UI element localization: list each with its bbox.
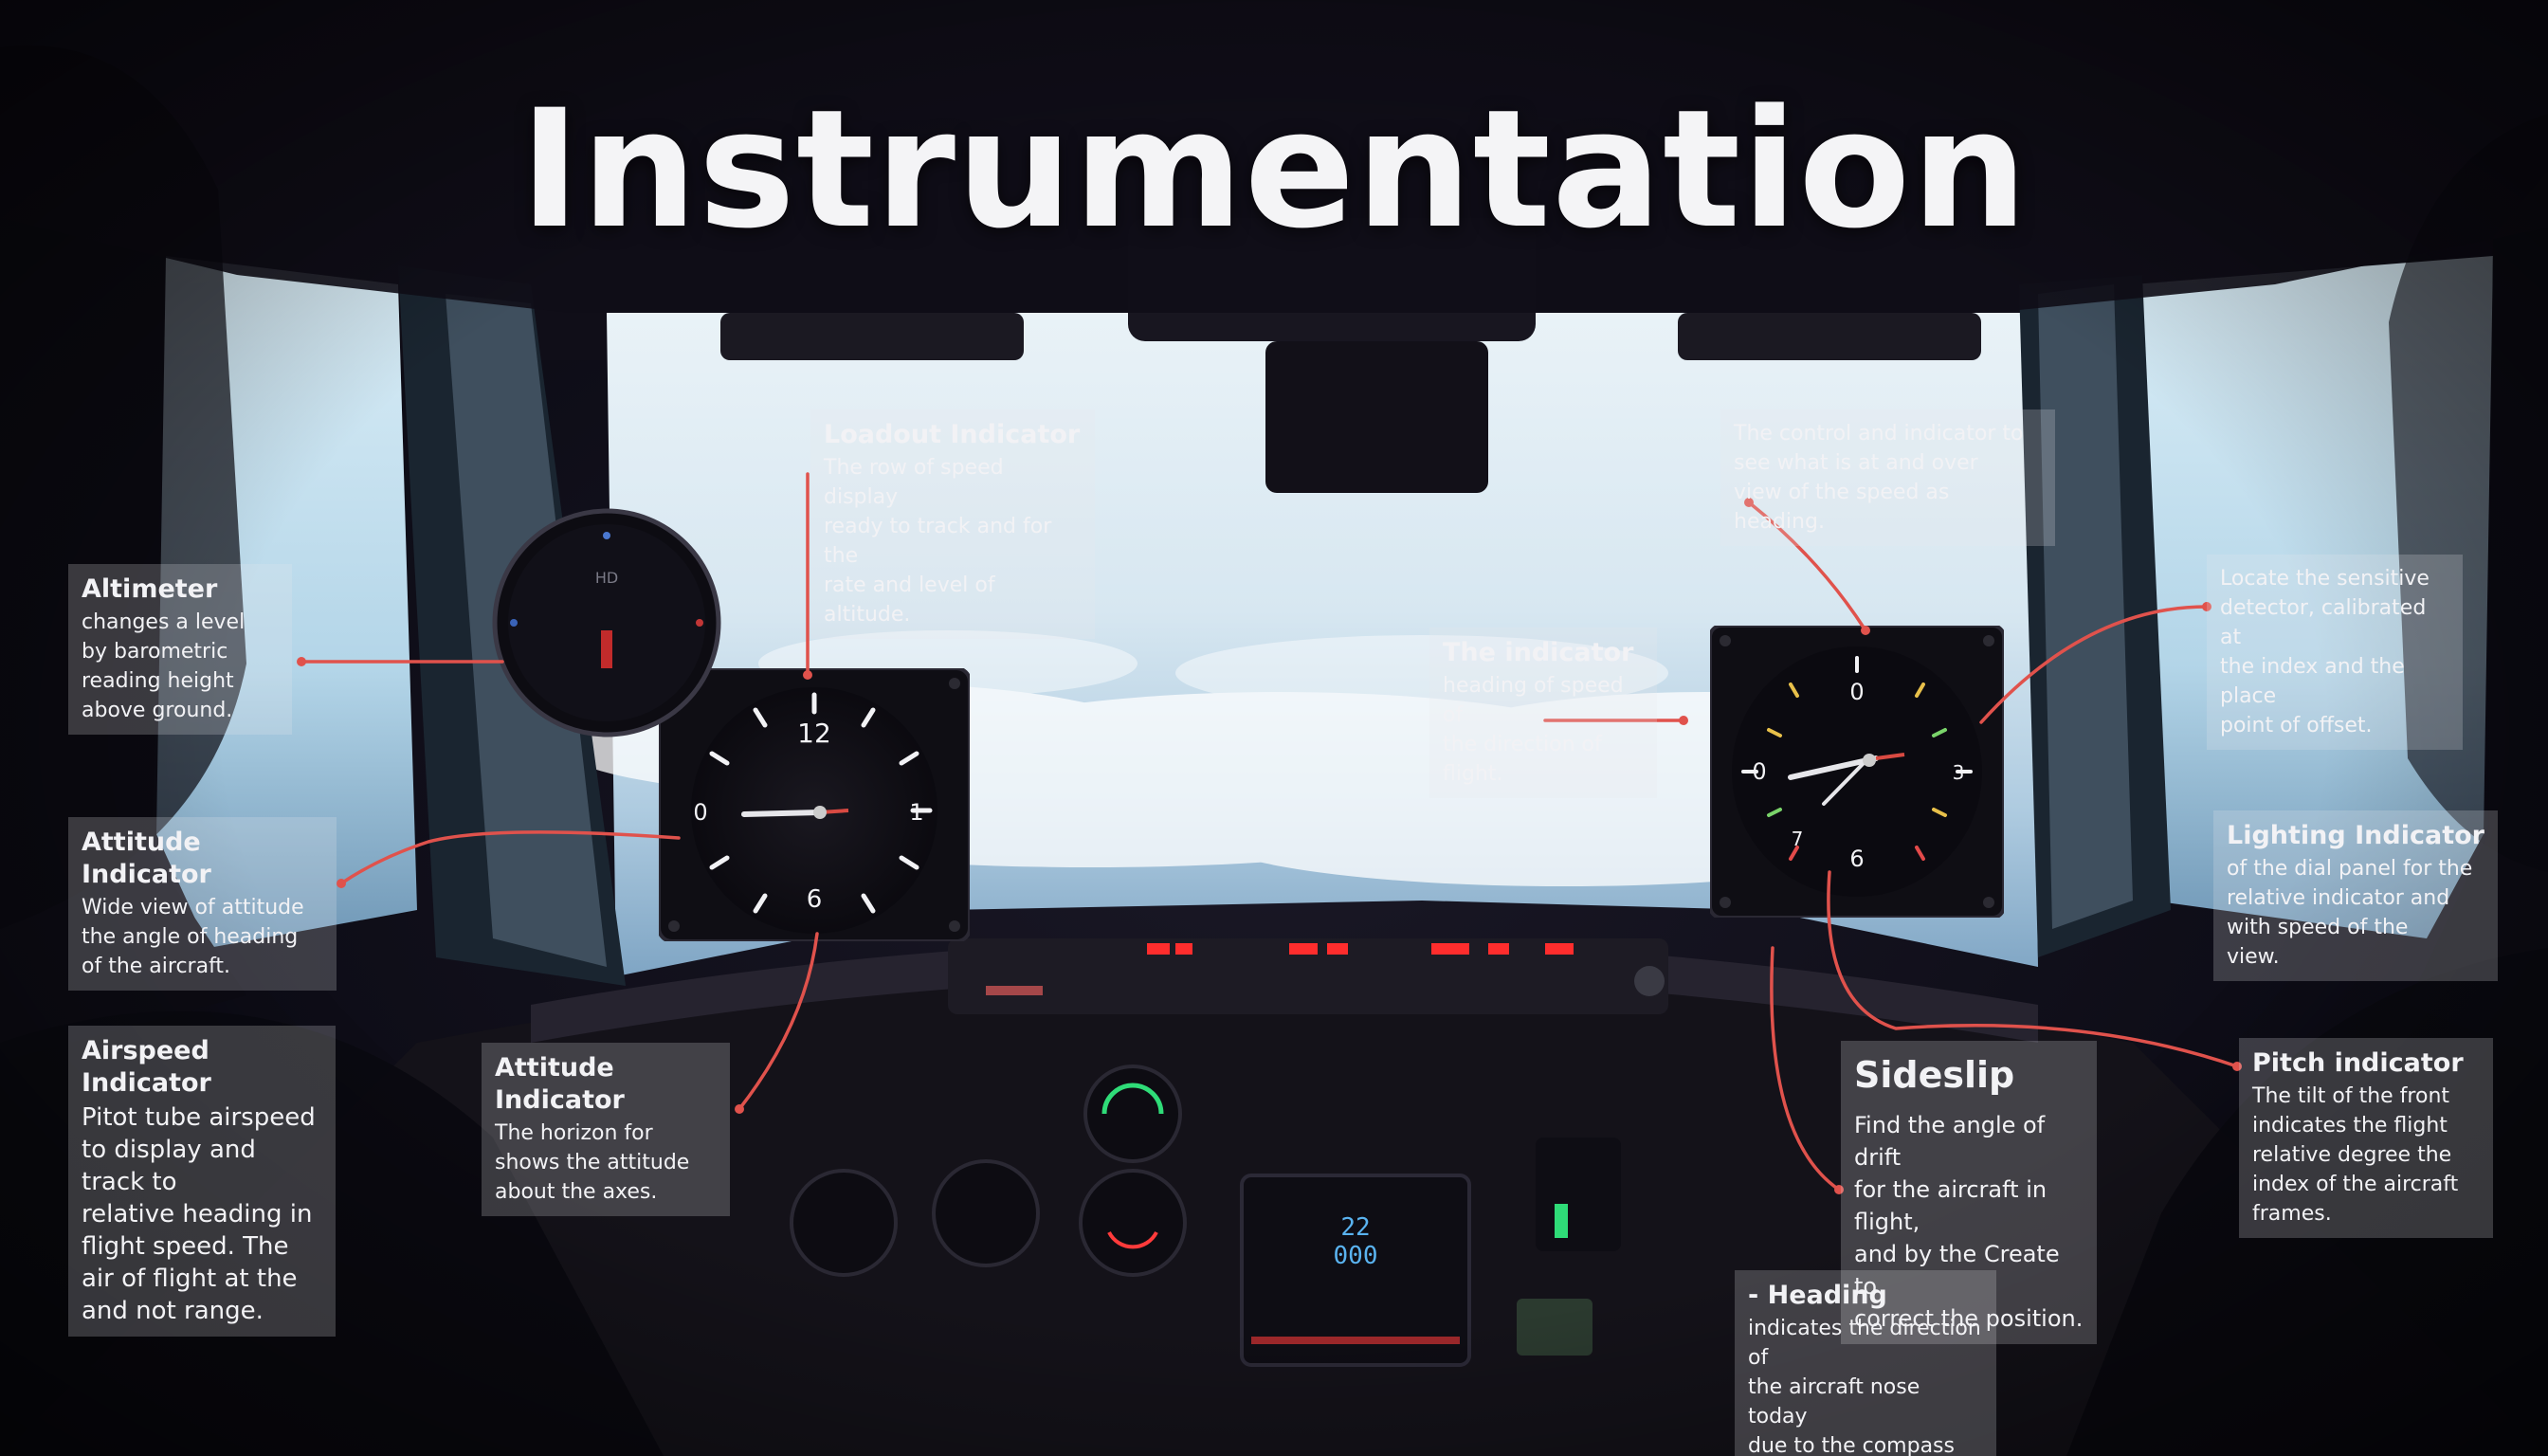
- right-instrument-gauge: 0 0 3 6 7: [1710, 626, 2004, 918]
- callout-lighting-indicator: Lighting Indicator of the dial panel for…: [2213, 810, 2498, 981]
- callout-heading: Airspeed Indicator: [82, 1036, 211, 1098]
- callout-heading: - Heading: [1748, 1281, 1887, 1310]
- callout-body: Pitot tube airspeed to display and track…: [82, 1103, 316, 1325]
- callout-heading-box: - Heading indicates the direction of the…: [1735, 1270, 1996, 1456]
- callout-attitude-indicator-lower: Attitude Indicator The horizon for shows…: [482, 1043, 730, 1216]
- callout-body: Find the angle of drift for the aircraft…: [1854, 1112, 2084, 1332]
- display-readout-bottom: 000: [1333, 1242, 1378, 1270]
- gauge-numeral-top: 0: [1849, 679, 1864, 705]
- gauge-numeral-0: 0: [693, 799, 707, 826]
- altimeter-gauge: HD: [492, 508, 721, 737]
- callout-heading: Loadout Indicator: [824, 420, 1081, 449]
- callout-heading: Attitude Indicator: [82, 828, 211, 889]
- gauge-numeral-6: 6: [807, 885, 823, 914]
- callout-mid-center: The indicator heading of speed of the di…: [1429, 628, 1657, 798]
- callout-body: The control and indicator to see what is…: [1734, 422, 2024, 534]
- gauge-numeral-left: 0: [1752, 758, 1766, 785]
- callout-body: indicates the direction of the aircraft …: [1748, 1317, 1981, 1456]
- gauge-numeral-right: 3: [1953, 761, 1965, 784]
- callout-heading: Pitch indicator: [2252, 1048, 2464, 1078]
- callout-body: The tilt of the front indicates the flig…: [2252, 1084, 2459, 1226]
- callout-pitch-indicator: Pitch indicator The tilt of the front in…: [2239, 1038, 2493, 1238]
- attitude-indicator-gauge: 12 0 1 6: [659, 668, 970, 941]
- gauge-needle-right: [1788, 755, 1879, 780]
- callout-body: The row of speed display ready to track …: [824, 456, 1052, 627]
- callout-body: heading of speed of the direction of fli…: [1443, 674, 1624, 786]
- altimeter-red-marker: [601, 630, 612, 668]
- gauge-needle: [741, 810, 823, 817]
- callout-airspeed-indicator: Airspeed Indicator Pitot tube airspeed t…: [68, 1026, 336, 1337]
- callout-body: Locate the sensitive detector, calibrate…: [2220, 567, 2430, 737]
- callout-altimeter: Altimeter changes a level by barometric …: [68, 564, 292, 735]
- callout-right-upper: Locate the sensitive detector, calibrate…: [2207, 555, 2463, 750]
- altimeter-label: HD: [595, 569, 618, 587]
- gauge-numeral-lower-left: 7: [1792, 828, 1804, 850]
- callout-top-right: The control and indicator to see what is…: [1720, 410, 2055, 546]
- display-readout-top: 22: [1340, 1213, 1371, 1242]
- callout-body: Wide view of attitude the angle of headi…: [82, 896, 304, 978]
- callout-heading: Sideslip: [1854, 1054, 2015, 1096]
- gauge-numeral-bottom: 6: [1849, 846, 1864, 872]
- callout-body: changes a level by barometric reading he…: [82, 610, 246, 722]
- callout-body: of the dial panel for the relative indic…: [2227, 857, 2473, 969]
- callout-sideslip: Sideslip Find the angle of drift for the…: [1841, 1041, 2097, 1344]
- center-display: 22 000: [1308, 1213, 1403, 1270]
- gauge-numeral-1: 1: [909, 799, 923, 826]
- page-title: Instrumentation: [519, 74, 2029, 264]
- callout-heading: Lighting Indicator: [2227, 821, 2484, 850]
- callout-attitude-indicator: Attitude Indicator Wide view of attitude…: [68, 817, 337, 991]
- callout-heading: The indicator: [1443, 638, 1634, 667]
- gauge-numeral-12: 12: [797, 718, 831, 749]
- callout-top-center: Loadout Indicator The row of speed displ…: [810, 410, 1095, 639]
- callout-heading: Attitude Indicator: [495, 1053, 625, 1115]
- callout-body: The horizon for shows the attitude about…: [495, 1121, 690, 1204]
- callout-heading: Altimeter: [82, 574, 218, 604]
